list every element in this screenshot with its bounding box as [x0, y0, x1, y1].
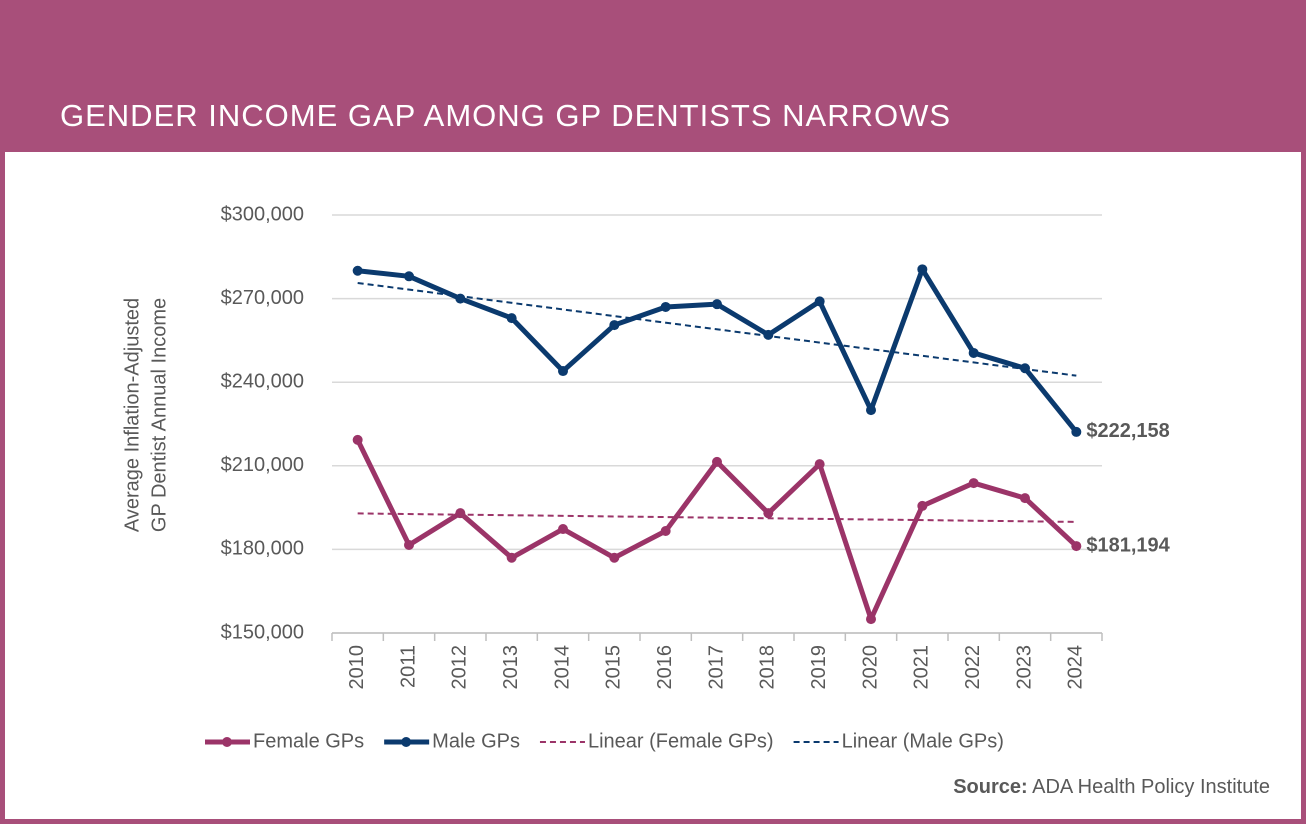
data-point: [1071, 541, 1082, 552]
data-label: $222,158: [1086, 420, 1169, 442]
source: Source: ADA Health Policy Institute: [953, 776, 1270, 798]
x-tick-label: 2023: [1013, 645, 1035, 690]
data-point: [609, 320, 620, 331]
data-point: [609, 552, 620, 563]
data-point: [917, 500, 928, 511]
x-tick-label: 2024: [1065, 645, 1087, 690]
y-tick-label: $240,000: [221, 370, 304, 392]
x-tick-label: 2011: [397, 645, 419, 688]
y-axis-label: Average Inflation-Adjusted: [121, 298, 143, 532]
data-point: [1071, 426, 1082, 437]
data-point: [455, 293, 466, 304]
legend-label: Female GPs: [253, 730, 364, 752]
y-tick-label: $180,000: [221, 538, 304, 560]
data-label: $181,194: [1086, 534, 1170, 556]
data-point: [712, 456, 722, 467]
data-point: [660, 301, 671, 312]
legend-swatch: [222, 737, 232, 747]
y-tick-label: $210,000: [221, 454, 304, 476]
data-point: [763, 329, 774, 340]
x-tick-label: 2021: [911, 645, 933, 690]
legend-label: Linear (Female GPs): [588, 730, 774, 752]
source-text: ADA Health Policy Institute: [1032, 776, 1270, 798]
data-point: [660, 526, 671, 537]
data-point: [968, 478, 979, 489]
data-point: [763, 508, 774, 519]
data-point: [1020, 363, 1030, 374]
data-point: [1020, 493, 1030, 504]
x-tick-label: 2014: [551, 645, 573, 690]
data-point: [712, 299, 722, 310]
data-point: [968, 347, 979, 358]
series-line: [357, 266, 1079, 434]
x-tick-label: 2017: [705, 645, 727, 690]
y-tick-label: $150,000: [221, 621, 304, 643]
x-tick-label: 2020: [859, 645, 881, 690]
data-point: [404, 539, 414, 550]
data-point: [917, 264, 928, 275]
x-tick-label: 2010: [346, 645, 368, 690]
trend-line: [357, 281, 1077, 377]
data-point: [404, 271, 414, 282]
legend-label: Linear (Male GPs): [842, 730, 1004, 752]
y-tick-label: $270,000: [221, 287, 304, 309]
x-tick-label: 2016: [654, 645, 676, 690]
data-point: [814, 296, 825, 307]
data-point: [455, 508, 466, 519]
x-tick-label: 2012: [449, 645, 471, 690]
data-point: [558, 524, 568, 535]
data-point: [352, 265, 363, 276]
source-label: Source:: [953, 776, 1027, 798]
x-tick-label: 2013: [500, 645, 522, 690]
data-point: [866, 405, 876, 416]
y-axis-label: GP Dentist Annual Income: [148, 298, 170, 532]
x-tick-label: 2015: [603, 645, 625, 690]
data-point: [558, 366, 568, 377]
x-tick-label: 2022: [962, 645, 984, 690]
data-point: [506, 552, 517, 563]
x-tick-label: 2019: [808, 645, 830, 690]
x-tick-label: 2018: [757, 645, 779, 690]
legend-swatch: [401, 737, 412, 747]
chart-title: GENDER INCOME GAP AMONG GP DENTISTS NARR…: [60, 98, 952, 133]
data-point: [352, 434, 363, 445]
header: GENDER INCOME GAP AMONG GP DENTISTS NARR…: [5, 0, 1301, 152]
data-point: [506, 313, 517, 324]
data-point: [814, 459, 825, 470]
y-tick-label: $300,000: [221, 203, 304, 225]
data-point: [866, 614, 876, 625]
legend-label: Male GPs: [432, 730, 520, 752]
